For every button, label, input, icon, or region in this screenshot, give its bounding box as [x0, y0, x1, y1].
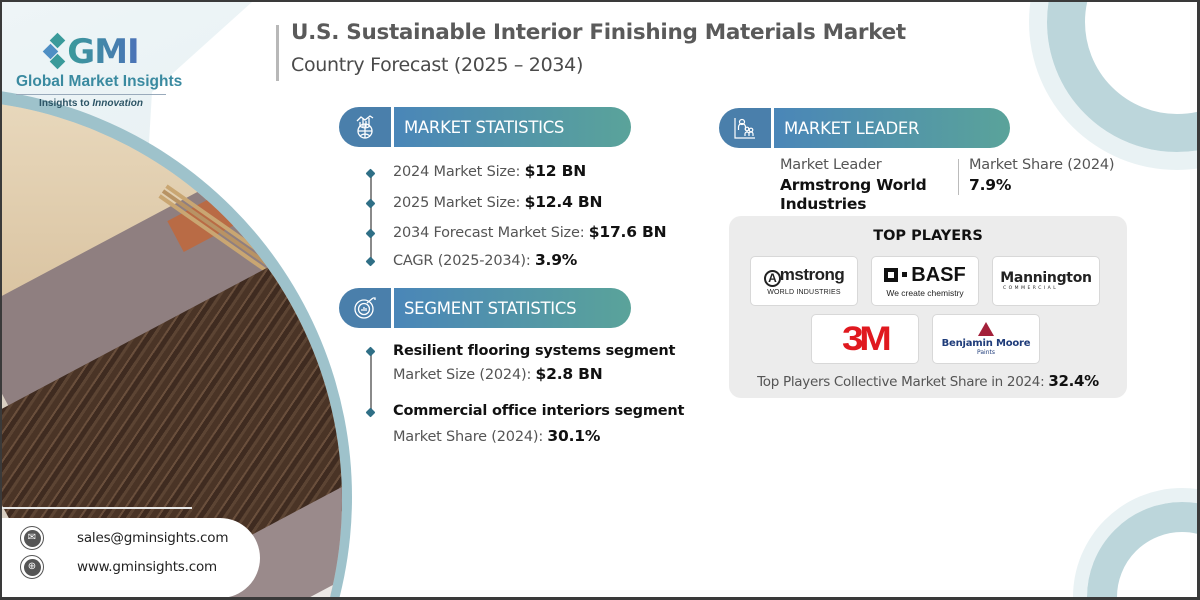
segment-1-title: Resilient flooring systems segment [393, 343, 676, 359]
interior-materials-photo [2, 100, 342, 597]
contact-email-row[interactable]: ✉ sales@gminsights.com [20, 526, 228, 550]
stat-cagr: CAGR (2025-2034): 3.9% [393, 251, 578, 269]
gmi-logo: GMI Global Market Insights Insights to I… [16, 32, 183, 109]
logo-divider [16, 94, 166, 95]
market-share-value: 7.9% [969, 176, 1012, 194]
decorative-ring-top-right [1047, 2, 1197, 152]
segment-1-stat: Market Size (2024): $2.8 BN [393, 365, 603, 383]
market-leader-header: MARKET LEADER [719, 108, 1010, 148]
leader-people-icon [719, 108, 771, 148]
player-logo-benjamin-moore: Benjamin Moore Paints [932, 314, 1040, 364]
page-title: U.S. Sustainable Interior Finishing Mate… [291, 20, 906, 45]
market-share-label: Market Share (2024) [969, 157, 1115, 173]
timeline-dot [365, 407, 376, 418]
armstrong-wordmark: mstrong [779, 265, 845, 284]
segment-statistics-title: SEGMENT STATISTICS [394, 288, 631, 328]
market-leader-name: Armstrong World Industries [780, 176, 927, 213]
contact-panel: ✉ sales@gminsights.com ⊕ www.gminsights.… [2, 518, 260, 597]
stat-2024-market-size: 2024 Market Size: $12 BN [393, 162, 586, 180]
stat-2025-market-size: 2025 Market Size: $12.4 BN [393, 193, 603, 211]
timeline-dot [365, 168, 376, 179]
contact-email[interactable]: sales@gminsights.com [77, 530, 229, 546]
globe-icon: ⊕ [20, 555, 44, 579]
player-logo-3m: 3M [811, 314, 919, 364]
market-leader-label: Market Leader [780, 157, 882, 173]
email-icon: ✉ [20, 526, 44, 550]
contact-website[interactable]: www.gminsights.com [77, 559, 217, 575]
timeline-dot [365, 346, 376, 357]
player-logo-mannington: Mannington COMMERCIAL [992, 256, 1100, 306]
top-players-collective-share: Top Players Collective Market Share in 2… [757, 372, 1099, 390]
segment-stats-timeline [370, 352, 372, 412]
benjamin-moore-triangle-icon [978, 322, 994, 336]
logo-tagline: Insights to Innovation [39, 98, 143, 109]
decorative-ring-bottom-right [1087, 502, 1197, 597]
target-chart-icon [339, 288, 391, 328]
timeline-dot [365, 228, 376, 239]
timeline-dot [365, 256, 376, 267]
stat-2034-forecast: 2034 Forecast Market Size: $17.6 BN [393, 223, 667, 241]
globe-chart-icon [339, 107, 391, 147]
market-leader-title: MARKET LEADER [774, 108, 1010, 148]
market-stats-timeline [370, 173, 372, 263]
logo-wordmark: GMI [67, 32, 139, 72]
top-players-title: TOP PLAYERS [873, 228, 983, 244]
logo-company-name: Global Market Insights [16, 73, 183, 90]
title-accent-bar [276, 25, 279, 81]
logo-diamonds-icon [43, 32, 66, 70]
market-leader-divider [958, 159, 959, 195]
market-statistics-header: MARKET STATISTICS [339, 107, 631, 147]
segment-statistics-header: SEGMENT STATISTICS [339, 288, 631, 328]
player-logo-basf: BASF We create chemistry [871, 256, 979, 306]
market-statistics-title: MARKET STATISTICS [394, 107, 631, 147]
contact-divider [2, 507, 192, 509]
segment-2-title: Commercial office interiors segment [393, 403, 685, 419]
timeline-dot [365, 198, 376, 209]
segment-2-stat: Market Share (2024): 30.1% [393, 427, 601, 445]
page-subtitle: Country Forecast (2025 – 2034) [291, 54, 584, 76]
contact-website-row[interactable]: ⊕ www.gminsights.com [20, 555, 217, 579]
